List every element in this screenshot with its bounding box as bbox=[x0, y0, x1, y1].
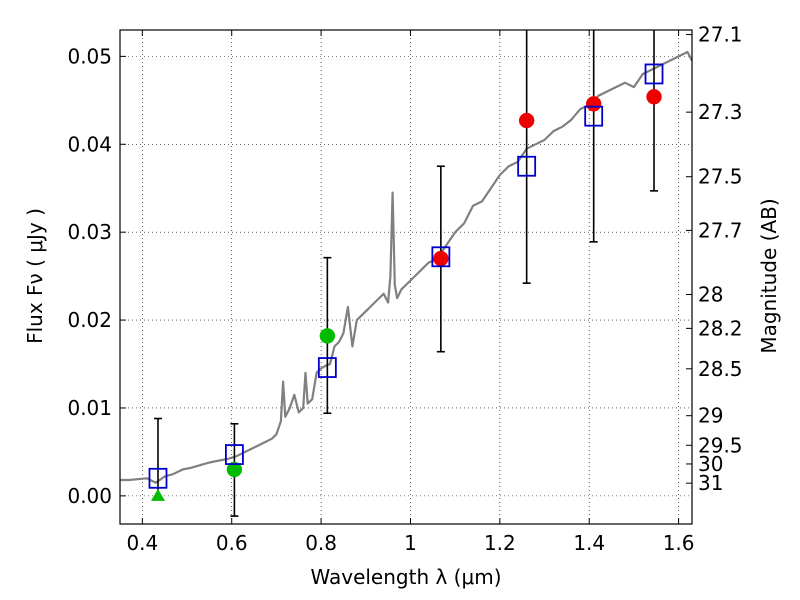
photometry-point bbox=[433, 250, 449, 267]
y-tick-label: 0.04 bbox=[67, 132, 112, 156]
x-tick-label: 1.2 bbox=[484, 531, 516, 555]
model-photometry-square bbox=[317, 357, 337, 378]
x-tick-label: 0.4 bbox=[126, 531, 158, 555]
y-tick-label: 0.03 bbox=[67, 220, 112, 244]
model-photometry-square bbox=[584, 105, 604, 127]
photometry-point bbox=[226, 461, 243, 478]
y-tick-label: 0.02 bbox=[67, 308, 112, 332]
mag-tick-label: 27.1 bbox=[698, 23, 743, 47]
photometry-point bbox=[319, 328, 336, 344]
plot-frame bbox=[119, 29, 693, 525]
x-tick-label: 0.8 bbox=[305, 531, 337, 555]
x-tick-label: 0.6 bbox=[216, 531, 248, 555]
mag-tick-label: 27.3 bbox=[698, 100, 743, 124]
spectrum-layer bbox=[120, 50, 693, 484]
spectrum-line bbox=[120, 50, 693, 484]
y-tick-label: 0.01 bbox=[67, 396, 112, 420]
model-photometry-square bbox=[517, 155, 537, 177]
ticks: 0.4 0.6 0.8 1 1.2 1.4 1.6 0.00 0.01 0.02 0.03 0.04 0… bbox=[67, 23, 742, 555]
mag-tick-label: 30 bbox=[698, 452, 723, 476]
photometry-point bbox=[518, 112, 535, 129]
x-tick-label: 1 bbox=[404, 531, 417, 555]
mag-tick-label: 28 bbox=[698, 282, 723, 306]
model-photometry-square bbox=[224, 444, 244, 465]
mag-tick-label: 31 bbox=[698, 471, 723, 495]
y-axis-title-left: Flux Fν ( μJy ) bbox=[23, 208, 47, 344]
y-tick-label: 0.05 bbox=[67, 44, 112, 68]
x-tick-label: 1.6 bbox=[663, 531, 695, 555]
mag-tick-label: 27.7 bbox=[698, 218, 743, 242]
y-tick-label: 0.00 bbox=[67, 484, 112, 508]
photometry-point bbox=[646, 89, 662, 105]
photometry-point bbox=[585, 96, 602, 112]
x-tick-label: 1.4 bbox=[573, 531, 605, 555]
y-axis-title-right: Magnitude (AB) bbox=[757, 198, 781, 353]
grid bbox=[120, 30, 692, 524]
model-photometry-square bbox=[431, 246, 451, 268]
mag-tick-label: 29.5 bbox=[698, 433, 743, 457]
markers bbox=[148, 63, 664, 501]
mag-tick-label: 28.5 bbox=[698, 357, 743, 381]
mag-tick-label: 28.2 bbox=[698, 316, 743, 340]
mag-tick-label: 27.5 bbox=[698, 165, 743, 189]
x-axis-title: Wavelength λ (μm) bbox=[310, 565, 501, 589]
upper-limit-marker bbox=[150, 488, 165, 501]
model-photometry-square bbox=[148, 467, 168, 489]
model-photometry-square bbox=[644, 63, 664, 85]
mag-tick-label: 29 bbox=[698, 404, 723, 428]
